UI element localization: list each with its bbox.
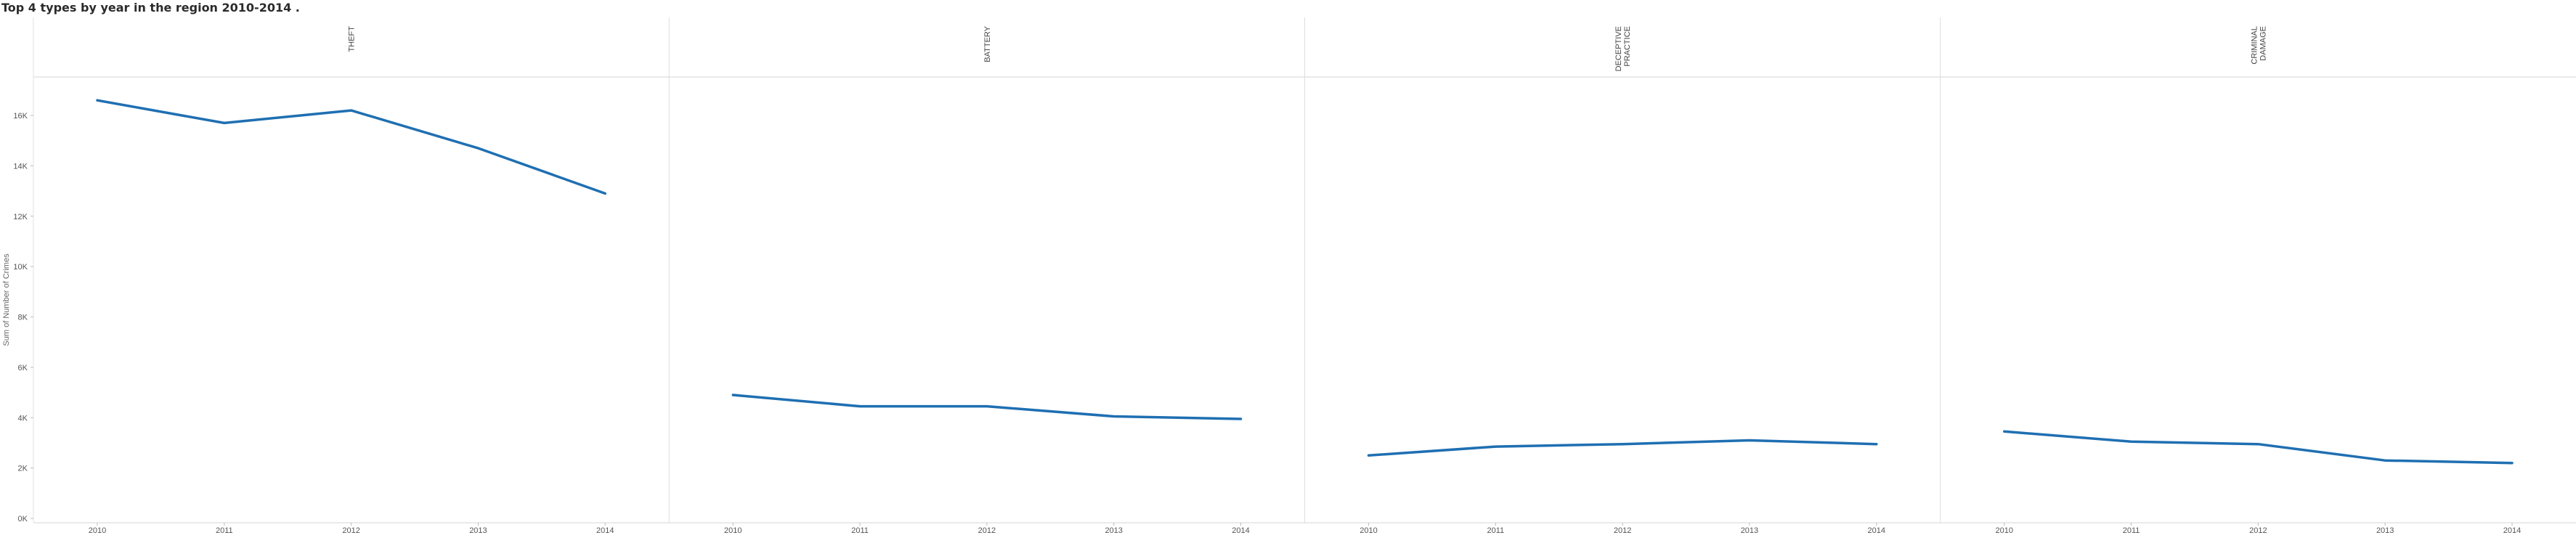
panel-header-label: PRACTICE (1623, 26, 1632, 67)
x-tick-label: 2013 (1105, 526, 1122, 535)
data-point (1113, 415, 1116, 418)
data-point (2511, 462, 2514, 465)
data-point (350, 109, 353, 112)
data-point (223, 121, 226, 124)
x-tick-label: 2010 (724, 526, 741, 535)
x-tick-label: 2011 (851, 526, 869, 535)
panel-header-label: DECEPTIVE (1614, 26, 1623, 71)
x-tick-label: 2012 (978, 526, 996, 535)
x-tick-label: 2014 (596, 526, 614, 535)
panel-header-label: THEFT (348, 26, 357, 52)
series-line (731, 394, 1243, 420)
data-point (1494, 445, 1497, 448)
x-tick-label: 2014 (1232, 526, 1249, 535)
panel-header-label: CRIMINAL (2250, 26, 2259, 65)
x-tick-label: 2010 (1360, 526, 1377, 535)
x-tick-label: 2013 (1741, 526, 1758, 535)
y-tick-label: 16K (13, 112, 28, 121)
data-point (1621, 443, 1624, 446)
x-tick-label: 2010 (89, 526, 106, 535)
data-point (1875, 443, 1878, 446)
x-tick-label: 2012 (342, 526, 359, 535)
data-point (2384, 459, 2386, 462)
y-tick-label: 4K (18, 414, 28, 423)
x-tick-label: 2011 (2123, 526, 2140, 535)
x-tick-label: 2011 (216, 526, 233, 535)
chart-title: Top 4 types by year in the region 2010-2… (1, 1, 300, 15)
y-axis-title: Sum of Number of Crimes (2, 253, 11, 346)
series-line (96, 99, 607, 195)
y-tick-label: 14K (13, 162, 28, 171)
x-tick-label: 2012 (2249, 526, 2267, 535)
x-tick-label: 2010 (1996, 526, 2013, 535)
panel-header-label: BATTERY (983, 25, 992, 62)
data-point (2256, 443, 2259, 446)
y-tick-label: 10K (13, 263, 28, 272)
y-tick-label: 6K (18, 364, 28, 372)
x-tick-label: 2014 (2503, 526, 2521, 535)
data-point (731, 394, 734, 396)
x-tick-label: 2012 (1614, 526, 1631, 535)
y-tick-label: 0K (18, 515, 28, 523)
series-line (2003, 430, 2514, 465)
x-tick-label: 2013 (469, 526, 487, 535)
data-point (604, 192, 606, 195)
data-point (476, 147, 479, 150)
y-tick-label: 12K (13, 213, 28, 221)
x-tick-label: 2011 (1487, 526, 1504, 535)
data-point (1748, 439, 1751, 441)
data-point (858, 405, 861, 408)
series-line (1367, 439, 1878, 457)
data-point (2130, 440, 2133, 443)
y-tick-label: 2K (18, 465, 28, 473)
y-tick-label: 8K (18, 314, 28, 322)
data-point (96, 99, 99, 102)
data-point (1368, 454, 1370, 457)
data-point (1240, 417, 1243, 420)
x-tick-label: 2014 (1868, 526, 1885, 535)
x-tick-label: 2013 (2376, 526, 2394, 535)
data-point (986, 405, 988, 408)
data-point (2003, 430, 2006, 433)
panel-header-label: DAMAGE (2259, 26, 2267, 61)
